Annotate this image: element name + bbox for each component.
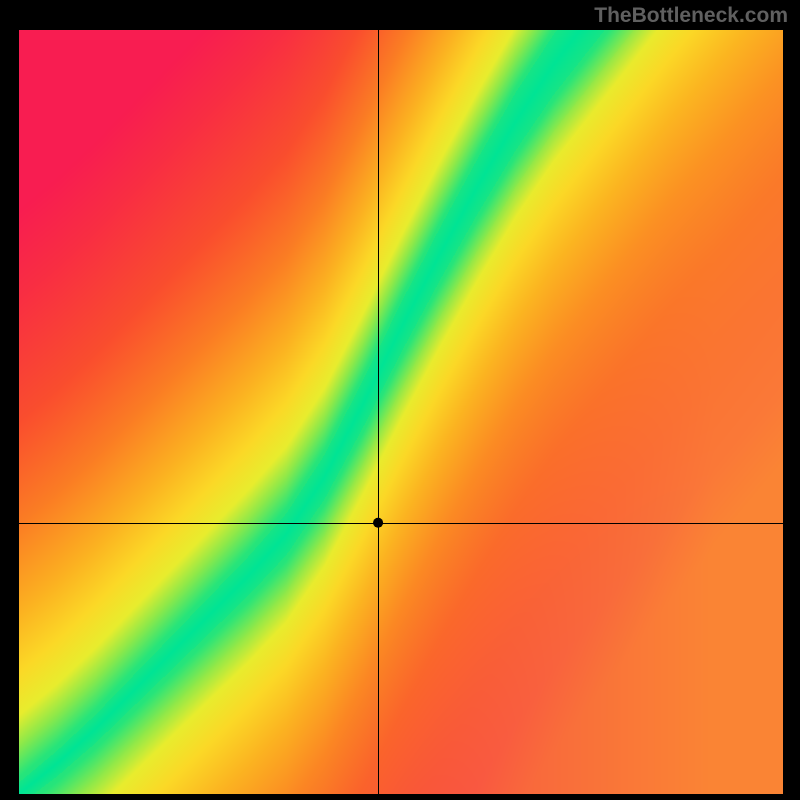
heatmap-canvas-wrap: [19, 30, 783, 794]
bottleneck-heatmap: [19, 30, 783, 794]
watermark-text: TheBottleneck.com: [594, 4, 788, 28]
chart-container: TheBottleneck.com: [0, 0, 800, 800]
